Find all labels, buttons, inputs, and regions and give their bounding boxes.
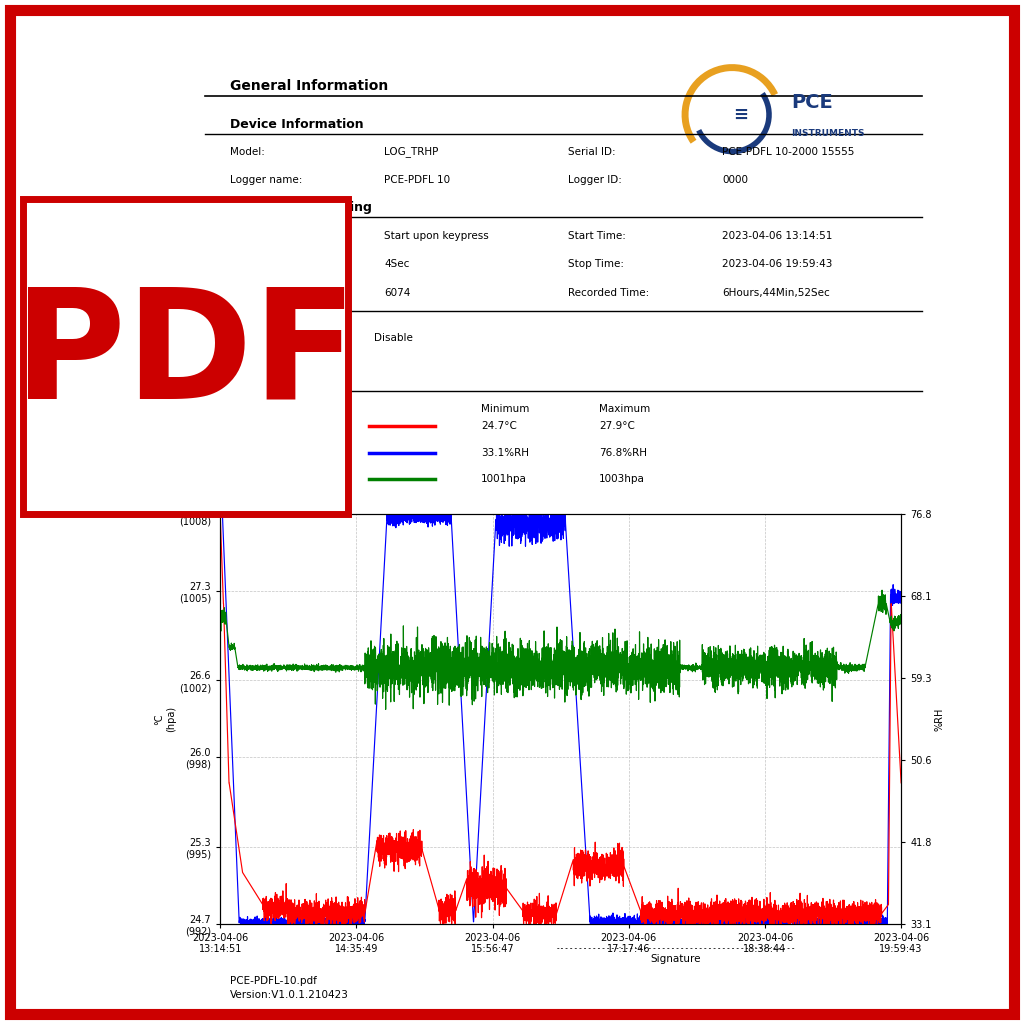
Text: Stop Time:: Stop Time: [568,259,625,269]
Text: LOG_TRHP: LOG_TRHP [384,146,438,157]
Text: ≡: ≡ [733,105,748,124]
Text: 27.9°C: 27.9°C [599,421,635,431]
Text: Data Logger Setting: Data Logger Setting [230,202,373,214]
Text: 2023-04-06 19:59:43: 2023-04-06 19:59:43 [722,259,833,269]
Text: ----------------------------------------------------: ----------------------------------------… [556,944,796,952]
Text: Relative Humidity:: Relative Humidity: [230,447,326,458]
Text: 76.8%RH: 76.8%RH [599,447,647,458]
Text: 1001hpa: 1001hpa [481,474,527,484]
Text: 24.7°C: 24.7°C [481,421,517,431]
Text: PCE-PDFL 10-2000 15555: PCE-PDFL 10-2000 15555 [722,146,854,157]
Text: Logger name:: Logger name: [230,175,303,185]
Text: 2023-04-06 13:14:51: 2023-04-06 13:14:51 [722,230,833,241]
Text: 1003hpa: 1003hpa [599,474,645,484]
Text: Logger ID:: Logger ID: [568,175,623,185]
Text: Sampling Rate:: Sampling Rate: [230,259,310,269]
Text: 6074: 6074 [384,288,411,298]
Text: PCE-PDFL 10: PCE-PDFL 10 [384,175,451,185]
Text: Signature: Signature [650,954,701,965]
Text: Maximum: Maximum [599,403,650,414]
Text: 0000: 0000 [722,175,748,185]
Text: 6Hours,44Min,52Sec: 6Hours,44Min,52Sec [722,288,829,298]
Text: 33.1%RH: 33.1%RH [481,447,529,458]
Text: Serial ID:: Serial ID: [568,146,616,157]
Text: Model:: Model: [230,146,265,157]
Text: Start Time:: Start Time: [568,230,627,241]
Y-axis label: °C
(hpa): °C (hpa) [155,706,176,732]
Text: Record Start Condition:: Record Start Condition: [230,230,352,241]
Text: Version:V1.0.1.210423: Version:V1.0.1.210423 [230,990,349,1000]
Text: PDF: PDF [14,282,356,431]
Text: PCE: PCE [792,93,834,112]
Text: Air Pressure:: Air Pressure: [230,474,297,484]
Text: 4Sec: 4Sec [384,259,410,269]
Text: General Information: General Information [230,79,389,93]
Text: Device Information: Device Information [230,119,364,131]
Text: Minimum: Minimum [481,403,529,414]
Text: Start upon keypress: Start upon keypress [384,230,488,241]
Text: Temperature:: Temperature: [230,421,300,431]
FancyBboxPatch shape [23,199,348,514]
Text: Recorded Time:: Recorded Time: [568,288,649,298]
Text: PCE-PDFL-10.pdf: PCE-PDFL-10.pdf [230,976,317,986]
Y-axis label: %RH: %RH [935,708,944,730]
Text: INSTRUMENTS: INSTRUMENTS [792,129,865,137]
Text: Disable: Disable [374,333,413,343]
